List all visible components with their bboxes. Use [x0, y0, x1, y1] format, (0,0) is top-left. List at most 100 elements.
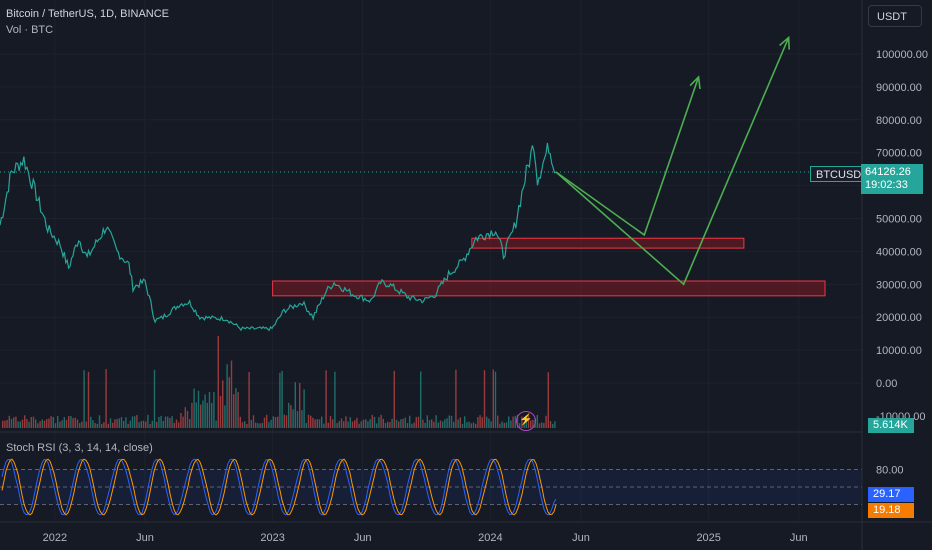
volume-bar: [105, 369, 107, 428]
symbol-title[interactable]: Bitcoin / TetherUS, 1D, BINANCE: [6, 8, 170, 20]
volume-bar: [323, 423, 325, 428]
volume-bar: [420, 371, 422, 428]
price-tick-label: 100000.00: [876, 49, 928, 61]
volume-bar: [219, 395, 222, 428]
volume-bar: [501, 421, 503, 428]
k-value-tag: 29.17: [868, 487, 914, 502]
volume-bar: [279, 372, 281, 428]
volume-bar: [422, 419, 424, 428]
volume-bar: [380, 414, 382, 428]
volume-bar: [118, 418, 120, 428]
volume-bar: [129, 420, 131, 428]
volume-bar: [169, 418, 171, 428]
volume-bar: [48, 418, 50, 428]
volume-bar: [145, 421, 147, 428]
volume-bar: [193, 388, 195, 428]
volume-bar: [431, 419, 433, 428]
volume-bar: [499, 423, 501, 428]
time-tick-label: Jun: [354, 532, 372, 544]
time-tick-label: 2024: [478, 532, 502, 544]
price-tick-label: 20000.00: [876, 312, 922, 324]
currency-button[interactable]: USDT: [868, 5, 922, 27]
volume-bar: [59, 421, 61, 428]
volume-bar: [123, 420, 125, 428]
time-tick-label: Jun: [136, 532, 154, 544]
volume-legend[interactable]: Vol · BTC: [6, 24, 54, 36]
support-zones[interactable]: [272, 237, 826, 297]
volume-bar: [490, 421, 492, 428]
volume-bar: [347, 421, 349, 428]
volume-bar: [43, 420, 46, 428]
volume-bar: [184, 407, 186, 428]
price-tick-label: 30000.00: [876, 279, 922, 291]
volume-bar: [538, 423, 541, 428]
volume-bar: [305, 423, 307, 428]
price-tick-label: 80000.00: [876, 115, 922, 127]
volume-bar: [63, 417, 65, 428]
volume-bar: [277, 416, 279, 428]
time-axis[interactable]: 2022 Jun 2023 Jun 2024 Jun 2025 Jun: [43, 532, 808, 544]
volume-bar: [237, 392, 239, 428]
volume-bar: [127, 423, 129, 428]
volume-bar: [35, 419, 37, 428]
volume-bar: [477, 417, 479, 428]
zone-rect: [272, 280, 826, 297]
volume-bar: [321, 416, 323, 428]
volume-bar: [252, 415, 255, 428]
volume-bar: [472, 422, 475, 428]
volume-bar: [294, 382, 296, 428]
volume-bar: [395, 419, 398, 428]
volume-bar: [90, 416, 92, 428]
volume-bar: [149, 423, 151, 428]
volume-bar: [61, 420, 63, 428]
time-tick-label: Jun: [790, 532, 808, 544]
volume-bar: [200, 404, 202, 428]
volume-bar: [186, 410, 189, 428]
time-tick-label: 2025: [696, 532, 720, 544]
volume-bar: [378, 417, 380, 428]
volume-bar: [398, 421, 400, 428]
volume-bar: [79, 423, 81, 428]
volume-bar: [376, 423, 378, 428]
volume-bar: [233, 394, 235, 428]
volume-bar: [536, 414, 538, 428]
volume-bar: [541, 422, 543, 428]
volume-bar: [224, 405, 226, 428]
price-tick-label: 10000.00: [876, 345, 922, 357]
volume-bar: [46, 419, 48, 428]
volume-bar: [552, 423, 554, 428]
volume-bar: [334, 371, 336, 428]
volume-bar: [435, 415, 437, 428]
volume-bar: [15, 416, 17, 428]
volume-bar: [351, 421, 354, 428]
volume-bar: [98, 415, 101, 428]
volume-bar: [389, 422, 391, 428]
stoch-rsi-legend[interactable]: Stoch RSI (3, 3, 14, 14, close): [6, 442, 153, 454]
volume-bar: [171, 416, 173, 428]
volume-bar: [153, 369, 156, 428]
projection-arrows[interactable]: [555, 35, 790, 286]
grid: [0, 0, 862, 522]
volume-bar: [162, 421, 164, 428]
volume-bar: [373, 416, 376, 428]
volume-bar: [228, 377, 230, 428]
volume-bar: [39, 421, 41, 428]
volume-bar: [158, 416, 160, 428]
volume-bar: [288, 402, 290, 428]
projection-line: [555, 76, 700, 237]
volume-bar: [85, 421, 87, 428]
volume-bar: [4, 420, 6, 428]
volume-bar: [248, 372, 250, 428]
volume-bar: [545, 415, 547, 428]
volume-bar: [404, 417, 406, 428]
k-line: [1, 458, 557, 516]
volume-bar: [272, 416, 274, 428]
volume-bar: [266, 414, 268, 428]
lightning-icon[interactable]: ⚡: [516, 411, 536, 431]
volume-bar: [164, 416, 167, 428]
price-axis[interactable]: 100000.00 90000.00 80000.00 70000.00 50000.0…: [876, 49, 928, 423]
volume-bar: [182, 416, 184, 428]
volume-bar: [310, 415, 312, 428]
